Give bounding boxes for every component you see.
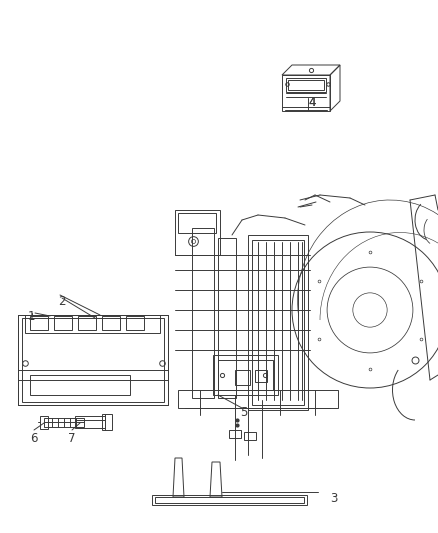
Bar — [178, 390, 338, 408]
Bar — [126, 316, 144, 330]
Text: 1: 1 — [28, 310, 35, 323]
Bar — [178, 213, 216, 233]
Text: 3: 3 — [330, 492, 337, 505]
Bar — [102, 316, 120, 330]
Bar — [25, 315, 160, 333]
Bar — [30, 316, 48, 330]
Bar — [286, 78, 326, 92]
Bar — [155, 497, 304, 503]
Bar — [218, 360, 273, 390]
Bar — [213, 355, 278, 395]
Bar — [218, 238, 236, 398]
Text: 4: 4 — [308, 96, 315, 109]
Text: 6: 6 — [30, 432, 38, 445]
Bar — [102, 414, 112, 430]
Bar — [44, 418, 84, 427]
Bar — [252, 240, 304, 405]
Bar — [78, 316, 96, 330]
Bar — [288, 80, 324, 90]
Bar — [229, 430, 241, 438]
Text: 2: 2 — [58, 295, 66, 308]
Bar — [40, 416, 48, 429]
Bar — [175, 210, 220, 255]
Bar — [152, 495, 307, 505]
Bar — [235, 370, 250, 385]
Text: 4: 4 — [308, 96, 315, 109]
Text: 7: 7 — [68, 432, 75, 445]
Bar — [282, 75, 330, 111]
Bar — [75, 416, 105, 428]
Bar — [192, 228, 214, 398]
Bar — [18, 315, 168, 405]
Bar — [255, 370, 267, 382]
Bar — [22, 318, 164, 402]
Bar — [18, 315, 168, 405]
Bar — [248, 235, 308, 410]
Text: 5: 5 — [240, 406, 247, 419]
Bar — [244, 432, 256, 440]
Bar — [30, 375, 130, 395]
Bar — [54, 316, 72, 330]
